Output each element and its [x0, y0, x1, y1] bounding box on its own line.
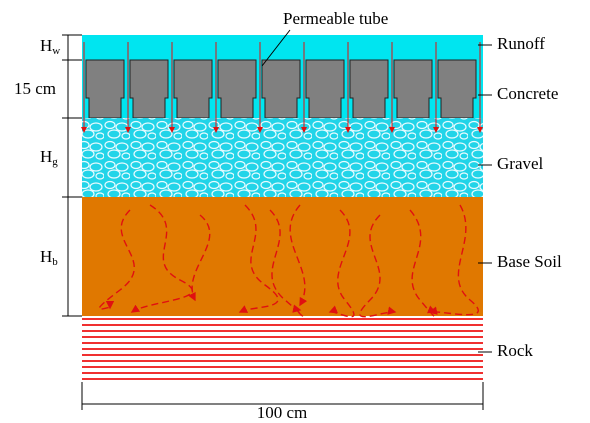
concrete-block [173, 59, 213, 119]
hg-label: Hg [40, 147, 58, 168]
seepage-path [98, 209, 135, 310]
seepage-path [428, 204, 479, 316]
rock-layer [82, 316, 483, 382]
layer-label: Rock [497, 341, 533, 360]
seepage-path [269, 209, 304, 317]
concrete-block [217, 59, 257, 119]
seepage-path [328, 209, 355, 318]
hb-label: Hb [40, 247, 58, 268]
runoff-layer [82, 35, 483, 60]
layer-labels: Runoff Concrete Gravel Base Soil Rock [478, 34, 562, 360]
seepage-paths [98, 204, 479, 318]
layer-label: Concrete [497, 84, 558, 103]
gravel-layer [82, 118, 483, 197]
subscript: b [52, 256, 58, 268]
concrete-block [305, 59, 345, 119]
seepage-path [188, 214, 211, 302]
symbol: H [40, 147, 52, 166]
concrete-block [85, 59, 125, 119]
concrete-block [129, 59, 169, 119]
width-label: 100 cm [257, 403, 308, 422]
dimension-lines [62, 29, 484, 410]
concrete-blocks [85, 59, 477, 119]
subscript: g [52, 156, 58, 168]
concrete-block [349, 59, 389, 119]
symbol: H [40, 36, 52, 55]
flow-arrows [81, 42, 483, 133]
hw-label: Hw [40, 36, 60, 57]
symbol: H [40, 247, 52, 266]
seepage-path [130, 204, 193, 313]
depth-label: 15 cm [14, 79, 56, 98]
soil-layer [82, 197, 483, 316]
layer-label: Gravel [497, 154, 544, 173]
subscript: w [52, 45, 60, 57]
tube-leader [261, 29, 291, 67]
tube-label: Permeable tube [283, 9, 388, 28]
concrete-block [261, 59, 301, 119]
concrete-block [393, 59, 433, 119]
layer-label: Base Soil [497, 252, 562, 271]
layer-label: Runoff [497, 34, 545, 53]
concrete-block [437, 59, 477, 119]
seepage-path [289, 204, 308, 307]
seepage-path [409, 209, 437, 318]
seepage-path [359, 214, 397, 318]
seepage-path [238, 204, 279, 313]
